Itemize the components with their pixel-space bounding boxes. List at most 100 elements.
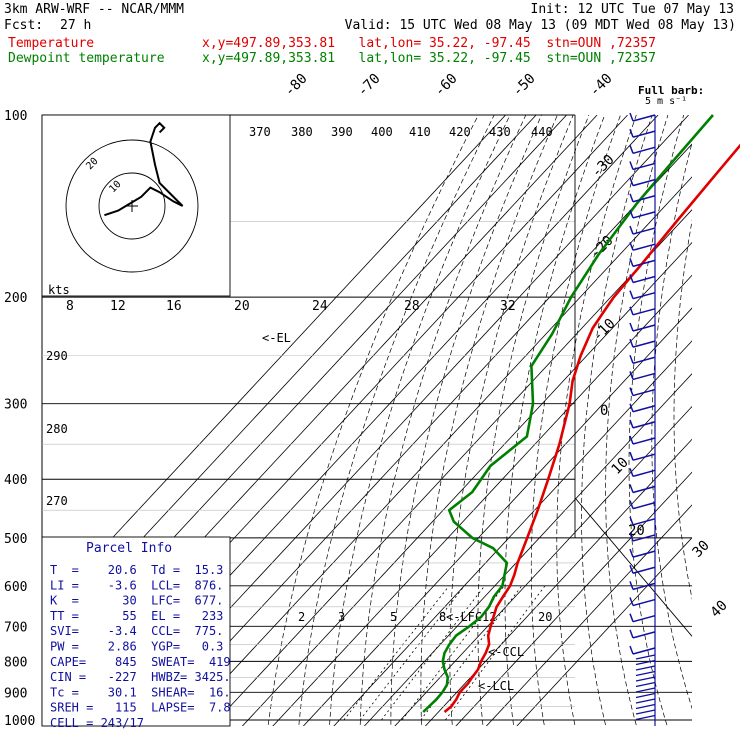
isotherm-label: 20 [628, 523, 645, 539]
mixing-ratio-label: 3 [338, 610, 345, 624]
wind-barb-flag [629, 371, 634, 380]
isotherm-line [180, 176, 692, 726]
parcel-info-row: CELL = 243/17 [50, 716, 144, 730]
hodo-speed-unit: kts [48, 283, 70, 297]
mixing-ratio-label: 5 [390, 610, 397, 624]
dry-adiabat-line [581, 115, 653, 726]
dry-adiabat-line [329, 115, 511, 726]
wind-barb-flag [629, 274, 634, 283]
wind-barb [635, 703, 656, 710]
wind-barb [632, 243, 656, 251]
wind-barb [632, 485, 656, 494]
dry-adiabat-line [673, 219, 692, 600]
wind-barb-flag [629, 403, 634, 412]
dry-adiabat-line [298, 115, 495, 726]
pressure-label: 600 [4, 580, 27, 595]
level-annotation: <-EL [262, 331, 291, 345]
wind-barb-flag [629, 225, 634, 235]
wind-barb [635, 676, 656, 682]
pressure-label: 200 [4, 291, 27, 306]
mixing-ratio-label: 20 [538, 610, 552, 624]
isotherm-label: -80 [282, 71, 311, 100]
dry-adiabat-line [628, 115, 685, 726]
dry-adiabat-line [651, 141, 692, 710]
dry-adiabat-line [717, 115, 740, 733]
parcel-info-title: Parcel Info [86, 541, 172, 556]
wind-barb-flag [629, 516, 634, 526]
parcel-info-row: SREH = 115 LAPSE= 7.8 [50, 701, 231, 715]
wind-barb [632, 340, 656, 348]
hodo-speed-label: 8 [66, 299, 74, 314]
hodo-speed-label: 20 [234, 299, 250, 314]
wind-barb [632, 469, 656, 478]
wind-barb [632, 259, 656, 268]
parcel-info-row: LI = -3.6 LCL= 876. [50, 578, 223, 592]
isotherm-line [485, 504, 692, 726]
wind-barb [635, 714, 656, 721]
wind-barb [632, 356, 656, 364]
hodo-speed-label: 12 [110, 299, 126, 314]
dry-adiabat-line [556, 115, 637, 726]
wind-barb [632, 550, 656, 558]
wind-barb-flag [629, 645, 634, 655]
parcel-info-row: TT = 55 EL = 233 [50, 609, 223, 623]
wind-barb-flag [629, 128, 634, 138]
wind-barb [632, 534, 656, 542]
dry-adiabat-line [477, 115, 590, 726]
level-annotation: <-LCL [478, 679, 514, 693]
wind-barb [632, 324, 656, 332]
wind-barb-flag [629, 306, 634, 316]
hodo-speed-label: 32 [500, 299, 516, 314]
wind-barb [635, 659, 656, 666]
theta-label: 370 [249, 125, 271, 139]
wind-barb-flag [629, 112, 634, 122]
level-annotation: <-CCL [488, 645, 524, 659]
wind-barb [632, 372, 656, 381]
wind-barb [632, 162, 656, 171]
wind-barb [632, 437, 656, 445]
valid-time: Valid: 15 UTC Wed 08 May 13 (09 MDT Wed … [344, 18, 736, 33]
pressure-label: 400 [4, 473, 27, 488]
mixing-ratio-label: 2 [298, 610, 305, 624]
wind-barb-flag [629, 338, 634, 348]
wind-barb-flag [629, 629, 634, 639]
dry-adiabat-line [420, 115, 558, 726]
forecast-hour: 27 h [60, 18, 92, 33]
mixing-ratio-line [359, 585, 465, 721]
pressure-label: 800 [4, 655, 27, 670]
right-axis-skew [574, 497, 693, 637]
theta-label: 410 [409, 125, 431, 139]
dewpoint-location: x,y=497.89,353.81 lat,lon= 35.22, -97.45… [202, 51, 656, 66]
wind-barb [632, 405, 656, 413]
isotherm-label: 40 [708, 598, 731, 621]
temperature-trace [443, 143, 740, 714]
temperature-location: x,y=497.89,353.81 lat,lon= 35.22, -97.45… [202, 36, 656, 51]
parcel-info-row: CAPE= 845 SWEAT= 419 [50, 655, 231, 669]
wind-barb [632, 291, 656, 300]
dewpoint-trace [422, 114, 714, 713]
init-time: Init: 12 UTC Tue 07 May 13 [530, 2, 735, 17]
dry-adiabat-line [696, 115, 740, 733]
temperature-legend: Temperature [8, 36, 95, 51]
wind-barb-flag [629, 355, 634, 364]
isotherm-line [424, 438, 692, 726]
isotherm-line [455, 471, 692, 726]
wind-barb-flag [629, 387, 634, 396]
wind-barb [635, 654, 656, 660]
isotherm-label: -60 [432, 71, 461, 100]
isotherm-label: -70 [355, 71, 384, 100]
hodo-speed-label: 28 [404, 299, 420, 314]
wind-barb [632, 518, 656, 526]
isotherm-line [241, 241, 692, 726]
theta-label: 430 [489, 125, 511, 139]
theta-label: 420 [449, 125, 471, 139]
wind-barb-flag [629, 258, 634, 267]
wind-barb [632, 178, 656, 187]
mixing-ratio-line [343, 585, 450, 721]
parcel-info-row: K = 30 LFC= 677. [50, 594, 223, 608]
parcel-info-row: PW = 2.86 YGP= 0.3 [50, 640, 223, 654]
pressure-label: 1000 [4, 714, 35, 729]
wind-barb [635, 698, 656, 704]
forecast-label: Fcst: [4, 18, 44, 33]
